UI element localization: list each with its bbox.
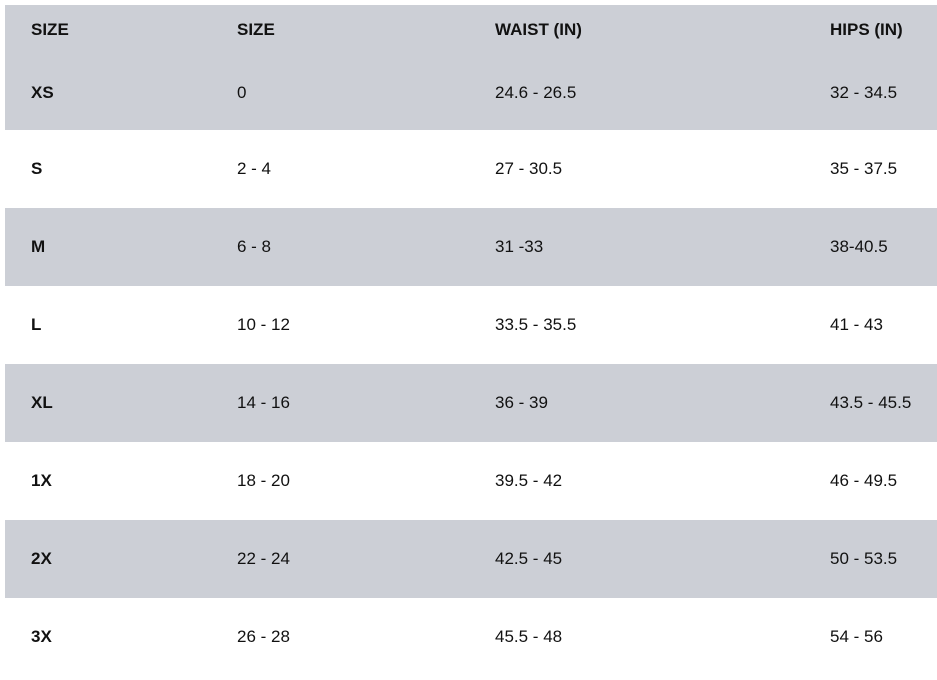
header-waist: WAIST (IN) [495,20,582,39]
header-size-number: SIZE [237,20,275,39]
cell-hips: 50 - 53.5 [830,549,898,568]
cell-size-label: S [31,159,43,178]
cell-waist: 36 - 39 [495,393,548,412]
cell-hips: 46 - 49.5 [830,471,898,490]
cell-size-label: 3X [31,627,52,646]
cell-size-label: XL [31,393,53,412]
cell-size-number: 0 [237,82,247,102]
cell-waist: 42.5 - 45 [495,549,563,568]
cell-hips: 43.5 - 45.5 [830,393,912,412]
cell-hips: 32 - 34.5 [830,82,898,102]
cell-waist: 33.5 - 35.5 [495,315,577,334]
table-row: 2X 22 - 24 42.5 - 45 50 - 53.5 [5,520,937,598]
cell-hips: 38-40.5 [830,237,888,256]
table-row: XL 14 - 16 36 - 39 43.5 - 45.5 [5,364,937,442]
cell-hips: 54 - 56 [830,627,883,646]
cell-size-number: 14 - 16 [237,393,290,412]
table-row: S 2 - 4 27 - 30.5 35 - 37.5 [5,130,937,208]
cell-waist: 45.5 - 48 [495,627,563,646]
cell-waist: 27 - 30.5 [495,159,563,178]
cell-waist: 24.6 - 26.5 [495,82,577,102]
cell-size-label: 2X [31,549,52,568]
cell-size-number: 2 - 4 [237,159,272,178]
cell-size-number: 6 - 8 [237,237,272,256]
cell-waist: 31 -33 [495,237,544,256]
cell-size-label: L [31,315,42,334]
cell-size-number: 26 - 28 [237,627,290,646]
header-size-label: SIZE [31,20,69,39]
table-row: 3X 26 - 28 45.5 - 48 54 - 56 [5,598,937,676]
table-row: XS 0 24.6 - 26.5 32 - 34.5 [5,55,937,130]
cell-size-label: M [31,237,46,256]
cell-hips: 35 - 37.5 [830,159,898,178]
cell-size-label: 1X [31,471,52,490]
table-row: 1X 18 - 20 39.5 - 42 46 - 49.5 [5,442,937,520]
cell-hips: 41 - 43 [830,315,883,334]
size-chart-table: SIZE SIZE WAIST (IN) HIPS (IN) XS 0 24.6 -… [5,5,937,676]
cell-size-number: 22 - 24 [237,549,290,568]
header-hips: HIPS (IN) [830,20,903,39]
cell-size-number: 10 - 12 [237,315,290,334]
table-row: M 6 - 8 31 -33 38-40.5 [5,208,937,286]
cell-size-label: XS [31,82,54,102]
table-row: L 10 - 12 33.5 - 35.5 41 - 43 [5,286,937,364]
cell-waist: 39.5 - 42 [495,471,563,490]
cell-size-number: 18 - 20 [237,471,290,490]
header-row: SIZE SIZE WAIST (IN) HIPS (IN) [5,5,937,55]
